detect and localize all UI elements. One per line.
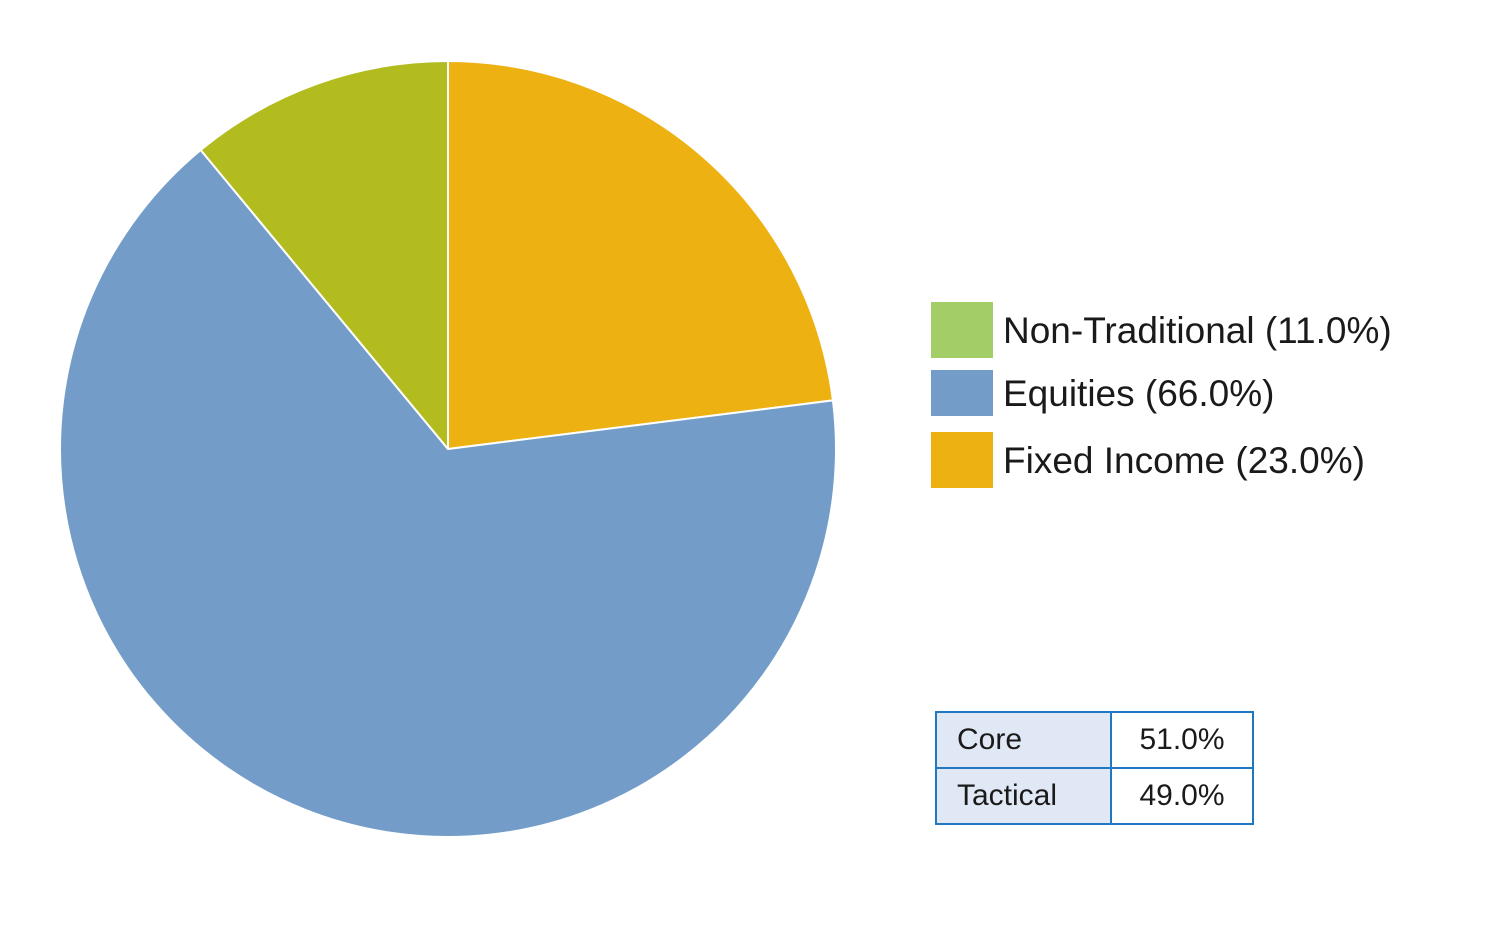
legend-label-fixed-income: Fixed Income (23.0%)	[1003, 439, 1365, 481]
pie-slice-non-traditional	[199, 60, 449, 450]
legend-label-non-traditional: Non-Traditional (11.0%)	[1003, 309, 1392, 351]
table-cell-core-name: Core	[935, 711, 1112, 769]
legend: Non-Traditional (11.0%) Equities (66.0%)…	[931, 302, 1392, 494]
legend-item-non-traditional: Non-Traditional (11.0%)	[931, 302, 1392, 358]
legend-label-equities: Equities (66.0%)	[1003, 372, 1275, 414]
legend-item-equities: Equities (66.0%)	[931, 370, 1392, 416]
core-tactical-table: Core 51.0% Tactical 49.0%	[935, 711, 1254, 825]
table-cell-tactical-name: Tactical	[935, 767, 1112, 825]
table-row-core: Core 51.0%	[935, 711, 1254, 769]
pie-slices	[58, 60, 837, 838]
pie-chart	[58, 60, 837, 838]
legend-item-fixed-income: Fixed Income (23.0%)	[931, 432, 1392, 488]
pie-slice-fixed-income	[447, 60, 834, 450]
legend-swatch-equities	[931, 370, 993, 416]
table-row-tactical: Tactical 49.0%	[935, 767, 1254, 825]
table-cell-core-value: 51.0%	[1110, 711, 1254, 769]
table-cell-tactical-value: 49.0%	[1110, 767, 1254, 825]
pie-slice-equities	[58, 149, 837, 838]
legend-swatch-fixed-income	[931, 432, 993, 488]
legend-swatch-non-traditional	[931, 302, 993, 358]
